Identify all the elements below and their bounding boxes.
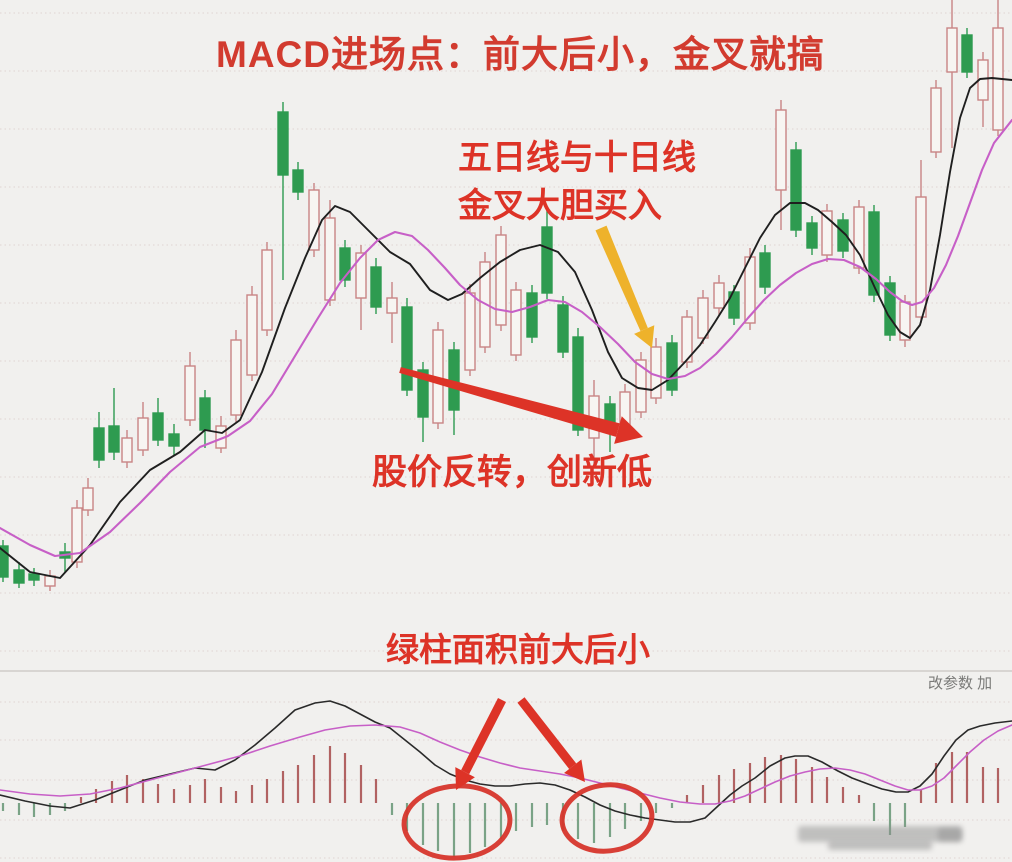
golden-cross-note: 五日线与十日线 金叉大胆买入 (458, 134, 696, 230)
macd-dea-line (0, 724, 1012, 805)
candlestick-series (0, 0, 1004, 591)
golden-cross-note-line1: 五日线与十日线 (458, 139, 696, 177)
watermark-blur (798, 826, 962, 850)
main-panel-gridlines (0, 12, 1012, 652)
small-green-area-circle (559, 782, 655, 854)
title-text: MACD进场点：前大后小，金叉就搞 (216, 34, 825, 75)
golden-cross-note-line2: 金叉大胆买入 (458, 187, 662, 225)
ma5-line (0, 77, 1012, 579)
macd-toolbar-text[interactable]: 改参数 加 (928, 675, 993, 692)
annotation-arrows (399, 225, 655, 790)
highlight-ellipses (401, 782, 655, 861)
price-reversal-note: 股价反转，创新低 (372, 453, 653, 492)
big-green-area-circle (401, 783, 513, 861)
green-bars-note: 绿柱面积前大后小 (386, 631, 650, 668)
ma10-line (0, 118, 1012, 558)
